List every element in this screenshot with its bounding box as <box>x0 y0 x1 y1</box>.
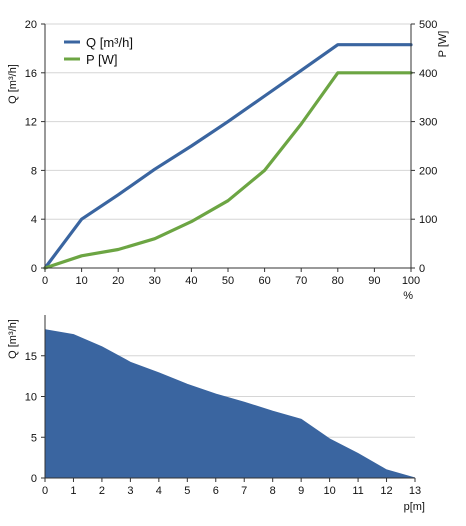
bottom-area <box>44 329 416 479</box>
legend: Q [m³/h] P [W] <box>64 35 133 67</box>
x-axis-title: % <box>403 290 413 302</box>
right-tick-label: 100 <box>419 214 437 226</box>
area-fill <box>44 329 416 479</box>
left-axis-title: Q [m³/h] <box>7 64 19 104</box>
left-tick-label: 12 <box>25 117 37 129</box>
legend-label: Q [m³/h] <box>86 35 133 50</box>
x-tick-label: 7 <box>241 485 247 497</box>
left-tick-label: 0 <box>31 263 37 275</box>
x-tick-label: 12 <box>380 485 392 497</box>
x-tick-label: 13 <box>409 485 421 497</box>
x-tick-label: 9 <box>298 485 304 497</box>
x-tick-label: 30 <box>149 275 161 287</box>
right-tick-label: 0 <box>419 263 425 275</box>
right-tick-label: 300 <box>419 117 437 129</box>
x-tick-label: 20 <box>112 275 124 287</box>
y-tick-label: 0 <box>31 473 37 485</box>
top-series <box>43 43 413 270</box>
y-tick-label: 5 <box>31 432 37 444</box>
x-axis-title: p[m] <box>404 501 425 513</box>
right-tick-label: 200 <box>419 165 437 177</box>
y-tick-label: 15 <box>25 351 37 363</box>
right-tick-label: 400 <box>419 68 437 80</box>
left-tick-label: 8 <box>31 165 37 177</box>
y-axis-title: Q [m³/h] <box>7 319 19 359</box>
x-tick-label: 40 <box>185 275 197 287</box>
x-tick-label: 5 <box>184 485 190 497</box>
series-line-q <box>43 43 413 270</box>
x-tick-label: 50 <box>222 275 234 287</box>
series-line-p <box>43 71 413 270</box>
legend-label: P [W] <box>86 52 118 67</box>
left-tick-label: 16 <box>25 68 37 80</box>
x-tick-label: 3 <box>127 485 133 497</box>
x-tick-label: 1 <box>70 485 76 497</box>
left-tick-label: 4 <box>31 214 37 226</box>
x-tick-label: 11 <box>352 485 363 497</box>
x-tick-label: 60 <box>258 275 270 287</box>
x-tick-label: 80 <box>332 275 344 287</box>
x-tick-label: 90 <box>368 275 380 287</box>
x-tick-label: 2 <box>99 485 105 497</box>
x-tick-label: 10 <box>75 275 87 287</box>
x-tick-label: 100 <box>402 275 420 287</box>
x-tick-label: 0 <box>42 485 48 497</box>
x-tick-label: 8 <box>270 485 276 497</box>
x-tick-label: 0 <box>42 275 48 287</box>
x-tick-label: 70 <box>295 275 307 287</box>
right-tick-label: 500 <box>419 19 437 31</box>
x-tick-label: 6 <box>213 485 219 497</box>
x-tick-label: 10 <box>323 485 335 497</box>
right-axis-title: P [W] <box>437 31 449 58</box>
left-tick-label: 20 <box>25 19 37 31</box>
y-tick-label: 10 <box>25 392 37 404</box>
x-tick-label: 4 <box>156 485 162 497</box>
